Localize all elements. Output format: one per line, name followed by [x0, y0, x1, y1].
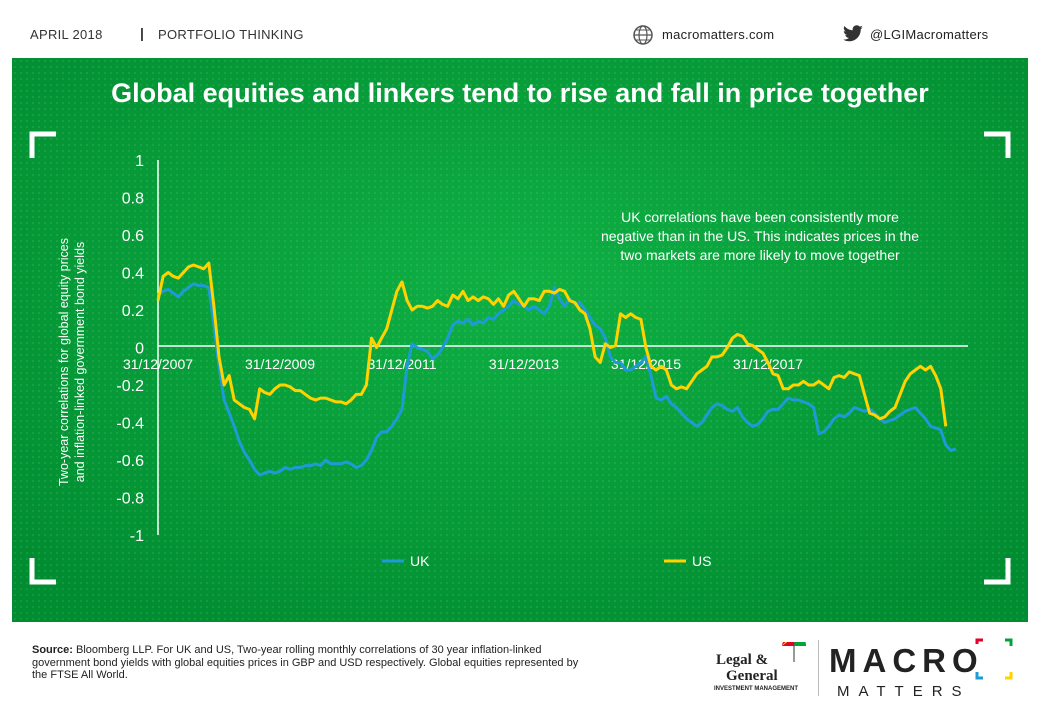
globe-icon — [633, 25, 653, 45]
y-tick-labels: 1 0.8 0.6 0.4 0.2 0 -0.2 -0.4 -0.6 -0.8 -1 — [116, 153, 144, 545]
corner-bracket-bottom-left — [29, 558, 56, 585]
mm-logo-word1: MACRO — [829, 642, 984, 679]
footer: Source: Bloomberg LLP. For UK and US, Tw… — [12, 622, 1028, 708]
panel-dot-texture — [12, 58, 1028, 622]
header-separator: | — [140, 25, 144, 41]
y-tick-label: -0.6 — [116, 453, 144, 470]
y-tick-label: 0.4 — [122, 266, 144, 283]
lg-logo-line2: General — [726, 668, 778, 684]
y-tick-label: -0.4 — [116, 416, 144, 433]
series-line-uk — [157, 282, 957, 477]
lg-logo-line1: Legal & — [716, 652, 768, 668]
x-tick-label: 31/12/2009 — [245, 356, 315, 372]
y-tick-label: -0.2 — [116, 378, 144, 395]
footer-divider — [818, 640, 819, 696]
source-note: Source: Bloomberg LLP. For UK and US, Tw… — [32, 644, 592, 682]
corner-bracket-top-right — [984, 131, 1011, 158]
twitter-handle-link[interactable]: @LGIMacromatters — [870, 27, 989, 42]
y-tick-label: -1 — [130, 528, 144, 545]
chart-annotation: UK correlations have been consistently m… — [601, 209, 919, 263]
section-label: PORTFOLIO THINKING — [158, 27, 304, 42]
legal-general-logo: Legal & General INVESTMENT MANAGEMENT — [714, 642, 806, 692]
legend: UK US — [382, 553, 711, 569]
y-axis-label-line2: and inflation-linked government bond yie… — [73, 242, 87, 482]
header-bar: APRIL 2018 | PORTFOLIO THINKING macromat… — [12, 12, 1028, 59]
legend-label-uk: UK — [410, 553, 430, 569]
lg-logo-line3: INVESTMENT MANAGEMENT — [714, 686, 798, 692]
corner-bracket-top-left — [29, 131, 56, 158]
y-axis-label-line1: Two-year correlations for global equity … — [57, 238, 71, 486]
twitter-bird-icon — [843, 25, 863, 42]
date-label: APRIL 2018 — [30, 27, 103, 42]
chart-panel: Global equities and linkers tend to rise… — [12, 58, 1028, 622]
chart-svg: Global equities and linkers tend to rise… — [12, 58, 1028, 622]
website-link[interactable]: macromatters.com — [662, 27, 775, 42]
chart-title: Global equities and linkers tend to rise… — [111, 78, 929, 108]
series-line-us — [156, 261, 948, 427]
x-tick-label: 31/12/2013 — [489, 356, 559, 372]
y-tick-label: 0.2 — [122, 303, 144, 320]
mm-logo-frame-corners — [975, 638, 1013, 680]
y-tick-label: 0.8 — [122, 191, 144, 208]
source-text: Bloomberg LLP. For UK and US, Two-year r… — [32, 644, 579, 681]
y-tick-label: 1 — [135, 153, 144, 170]
annotation-line: UK correlations have been consistently m… — [621, 209, 899, 225]
corner-brackets — [29, 131, 1011, 585]
x-tick-label: 31/12/2007 — [123, 356, 193, 372]
corner-bracket-bottom-right — [984, 558, 1011, 585]
annotation-line: negative than in the US. This indicates … — [601, 228, 919, 244]
mm-logo-word2: MATTERS — [837, 683, 971, 700]
y-tick-label: 0 — [135, 341, 144, 358]
annotation-line: two markets are more likely to move toge… — [620, 247, 900, 263]
x-tick-label: 31/12/2011 — [367, 356, 436, 372]
y-tick-label: 0.6 — [122, 228, 144, 245]
macro-matters-logo: MACRO MATTERS — [829, 638, 1013, 700]
source-label: Source: — [32, 644, 73, 656]
y-tick-label: -0.8 — [116, 491, 144, 508]
legend-label-us: US — [692, 553, 711, 569]
